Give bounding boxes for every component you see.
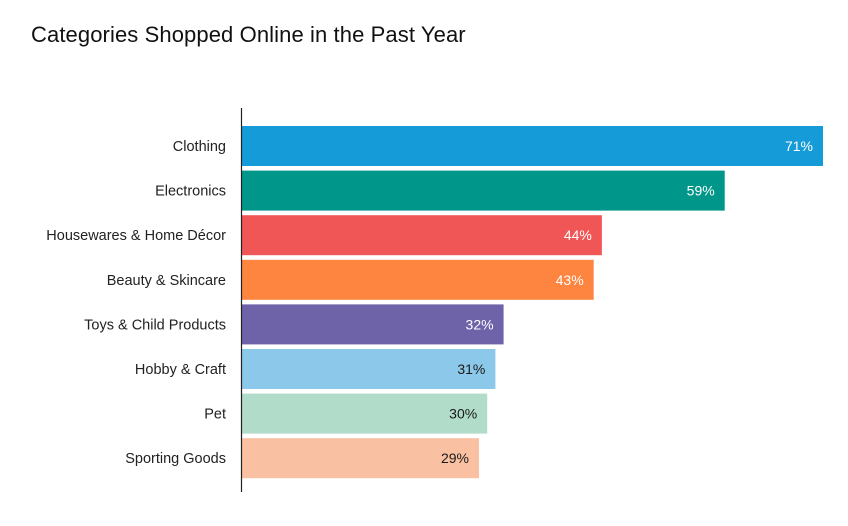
- category-label-sporting-goods: Sporting Goods: [125, 451, 226, 467]
- bar-beauty-skincare: [241, 259, 594, 300]
- value-label-clothing: 71%: [785, 138, 813, 154]
- bar-housewares-home-d-cor: [241, 215, 602, 256]
- category-label-beauty-skincare: Beauty & Skincare: [107, 273, 226, 289]
- value-label-hobby-craft: 31%: [457, 361, 485, 377]
- value-label-pet: 30%: [449, 406, 477, 422]
- category-label-electronics: Electronics: [155, 184, 226, 200]
- value-labels-group: 71% 59% 44% 43% 32% 31% 30% 29%: [441, 138, 813, 466]
- category-label-hobby-craft: Hobby & Craft: [135, 362, 226, 378]
- bar-sporting-goods: [241, 438, 480, 479]
- category-label-housewares-home-d-cor: Housewares & Home Décor: [46, 228, 226, 244]
- category-label-clothing: Clothing: [173, 139, 226, 155]
- bar-electronics: [241, 170, 725, 211]
- value-label-sporting-goods: 29%: [441, 450, 469, 466]
- value-label-electronics: 59%: [687, 183, 715, 199]
- bar-clothing: [241, 126, 823, 166]
- category-label-toys-child-products: Toys & Child Products: [84, 317, 226, 333]
- value-label-beauty-skincare: 43%: [556, 272, 584, 288]
- category-label-pet: Pet: [204, 407, 226, 423]
- chart-title: Categories Shopped Online in the Past Ye…: [31, 22, 466, 47]
- bar-toys-child-products: [241, 304, 504, 345]
- value-label-housewares-home-d-cor: 44%: [564, 227, 592, 243]
- bar-pet: [241, 393, 488, 434]
- category-labels-group: Clothing Electronics Housewares & Home Déc…: [46, 139, 226, 467]
- bar-hobby-craft: [241, 349, 496, 389]
- bars-group: [241, 126, 823, 479]
- value-label-toys-child-products: 32%: [466, 316, 494, 332]
